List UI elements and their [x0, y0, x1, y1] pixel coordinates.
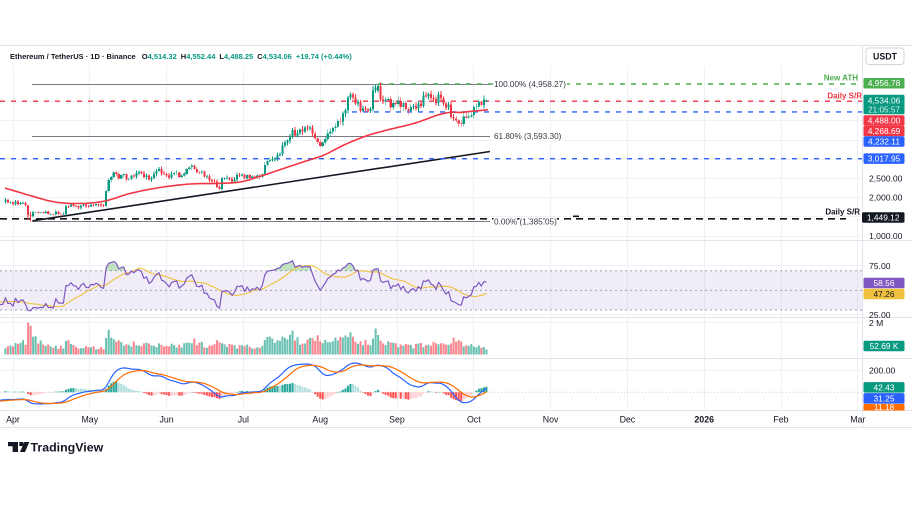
- svg-text:200.00: 200.00: [869, 365, 896, 375]
- svg-text:42.43: 42.43: [874, 382, 895, 392]
- svg-text:Sep: Sep: [389, 415, 405, 425]
- svg-text:21:05:57: 21:05:57: [868, 105, 900, 114]
- svg-text:May: May: [81, 415, 98, 425]
- svg-text:75.00: 75.00: [869, 261, 891, 271]
- svg-text:Apr: Apr: [6, 415, 20, 425]
- svg-text:Daily S/R: Daily S/R: [827, 92, 862, 101]
- svg-text:25.00: 25.00: [869, 310, 891, 320]
- svg-text:Jul: Jul: [238, 415, 249, 425]
- svg-text:2026: 2026: [694, 415, 714, 425]
- svg-text:1,000.00: 1,000.00: [869, 231, 903, 241]
- svg-text:1,449.12: 1,449.12: [867, 213, 900, 223]
- svg-text:4,956.78: 4,956.78: [868, 78, 901, 88]
- svg-text:47.26: 47.26: [874, 289, 895, 299]
- svg-text:New ATH: New ATH: [824, 74, 858, 83]
- svg-text:USDT: USDT: [873, 52, 898, 62]
- svg-text:31.25: 31.25: [874, 393, 895, 403]
- svg-text:52.69 K: 52.69 K: [870, 341, 899, 351]
- svg-text:Jun: Jun: [160, 415, 174, 425]
- svg-text:0.00% (1,385.05): 0.00% (1,385.05): [494, 218, 557, 227]
- svg-text:Ethereum / TetherUS · 1D · Bin: Ethereum / TetherUS · 1D · Binance O4,514…: [10, 52, 352, 61]
- svg-text:Aug: Aug: [312, 415, 328, 425]
- svg-text:TradingView: TradingView: [31, 441, 104, 455]
- svg-text:4,268.69: 4,268.69: [868, 126, 901, 136]
- svg-text:Mar: Mar: [850, 415, 865, 425]
- svg-text:58.56: 58.56: [874, 278, 895, 288]
- svg-text:4,232.11: 4,232.11: [868, 137, 900, 147]
- svg-text:Dec: Dec: [620, 415, 636, 425]
- svg-text:Feb: Feb: [773, 415, 788, 425]
- svg-text:2 M: 2 M: [869, 318, 883, 328]
- svg-text:3,017.95: 3,017.95: [868, 154, 901, 164]
- svg-text:Oct: Oct: [467, 415, 481, 425]
- svg-text:2,500.00: 2,500.00: [869, 174, 903, 184]
- svg-text:61.80% (3,593.30): 61.80% (3,593.30): [494, 132, 562, 141]
- svg-text:100.00% (4,958.27): 100.00% (4,958.27): [494, 80, 566, 89]
- svg-text:Nov: Nov: [543, 415, 559, 425]
- svg-text:4,534.06: 4,534.06: [868, 95, 901, 105]
- svg-text:4,488.00: 4,488.00: [868, 115, 901, 125]
- svg-text:Daily S/R: Daily S/R: [825, 208, 860, 217]
- svg-text:11.18: 11.18: [874, 402, 895, 412]
- svg-text:2,000.00: 2,000.00: [869, 193, 903, 203]
